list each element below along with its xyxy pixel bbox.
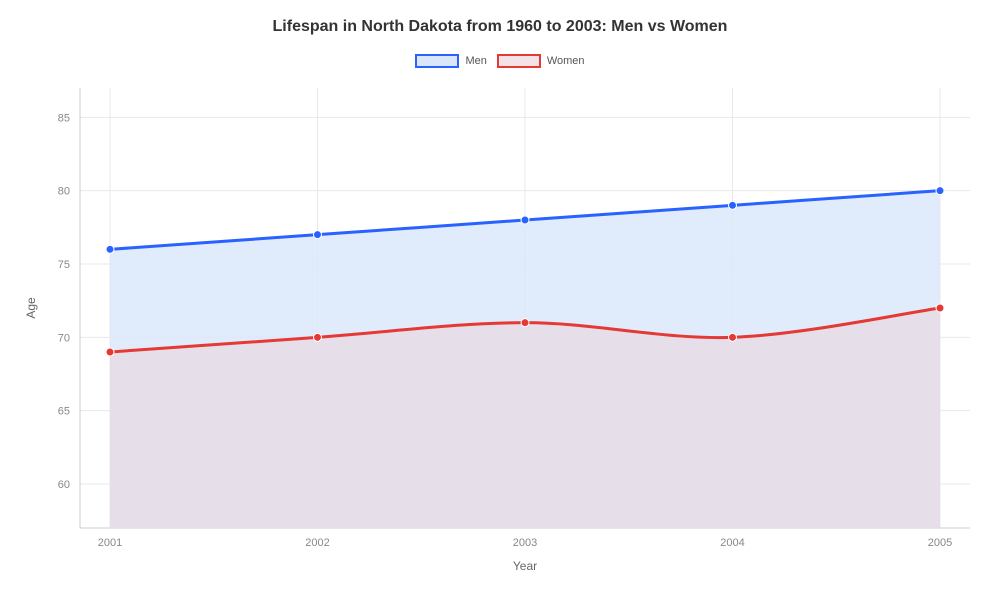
data-point: [729, 333, 737, 341]
data-point: [936, 304, 944, 312]
x-tick-label: 2002: [305, 537, 329, 549]
data-point: [521, 319, 529, 327]
y-tick-label: 75: [58, 259, 70, 271]
legend-swatch-women: [497, 54, 541, 68]
x-tick-label: 2004: [720, 537, 744, 549]
chart-title: Lifespan in North Dakota from 1960 to 20…: [0, 0, 1000, 36]
data-point: [521, 216, 529, 224]
data-point: [936, 187, 944, 195]
y-tick-label: 65: [58, 406, 70, 418]
legend-label-women: Women: [547, 55, 585, 67]
data-point: [106, 245, 114, 253]
x-axis-label: Year: [513, 559, 537, 573]
data-point: [729, 201, 737, 209]
x-tick-label: 2003: [513, 537, 537, 549]
legend-label-men: Men: [465, 55, 486, 67]
legend: Men Women: [0, 54, 1000, 68]
legend-item-men: Men: [415, 54, 486, 68]
legend-item-women: Women: [497, 54, 585, 68]
legend-swatch-men: [415, 54, 459, 68]
y-tick-label: 70: [58, 332, 70, 344]
data-point: [106, 348, 114, 356]
x-tick-label: 2001: [98, 537, 122, 549]
y-axis-label: Age: [24, 297, 38, 319]
y-tick-label: 60: [58, 479, 70, 491]
y-tick-label: 80: [58, 186, 70, 198]
chart-container: Lifespan in North Dakota from 1960 to 20…: [0, 0, 1000, 600]
chart-svg: 60 65 70 75 80 85 2001 2002 2003 2004 2005 Year Age: [0, 68, 1000, 588]
data-point: [314, 333, 322, 341]
x-tick-label: 2005: [928, 537, 952, 549]
y-tick-label: 85: [58, 112, 70, 124]
data-point: [314, 231, 322, 239]
